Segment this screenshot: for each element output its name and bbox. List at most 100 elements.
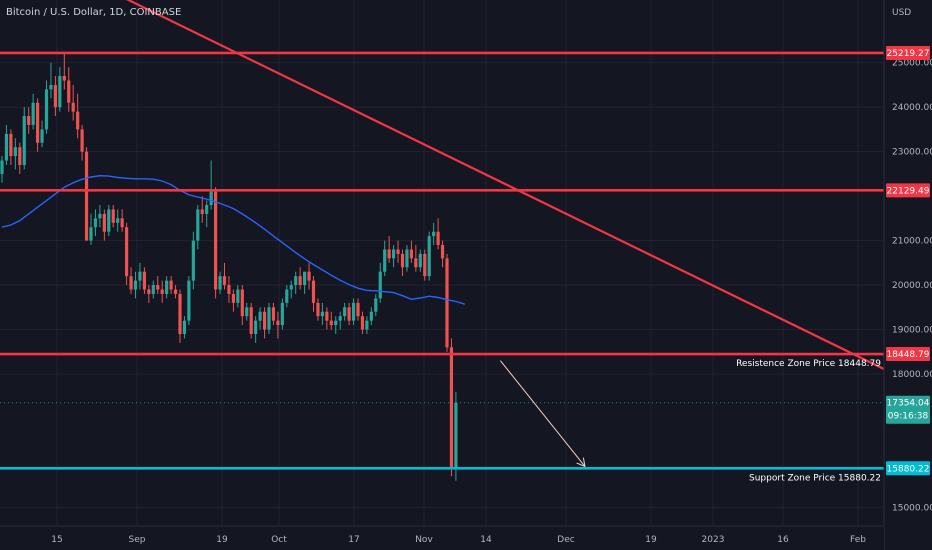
- candle-body: [262, 311, 267, 330]
- candle-body: [414, 258, 418, 268]
- candle-body: [396, 249, 400, 254]
- candle-body: [280, 302, 284, 326]
- price-axis-ticks: 25000.00 24000.00 23000.00 21000.00 20000.00…: [892, 59, 932, 514]
- level-price-badge-text: 22129.49: [887, 186, 930, 196]
- time-tick-label: Sep: [129, 535, 146, 545]
- candle-body: [378, 271, 382, 299]
- time-tick-label: 15: [51, 535, 62, 545]
- chart-title: Bitcoin / U.S. Dollar, 1D, COINBASE: [6, 7, 181, 18]
- price-tick-label: 19000.00: [892, 326, 932, 336]
- candle-body: [27, 116, 31, 125]
- candle-body: [147, 289, 151, 294]
- current-price-text: 17354.04: [887, 399, 930, 409]
- time-tick-label: 17: [348, 535, 359, 545]
- candle-body: [245, 307, 249, 317]
- candle-body: [205, 205, 209, 214]
- candle-body: [227, 285, 231, 294]
- candle-body: [432, 231, 436, 237]
- candle-body: [102, 213, 106, 232]
- candle-body: [356, 302, 360, 317]
- candle-body: [129, 276, 133, 290]
- descending-trendline[interactable]: [2, 0, 932, 525]
- candle-body: [222, 276, 227, 286]
- price-badges: 25219.27 22129.49 18448.79 15880.22 17354.04…: [886, 45, 930, 476]
- candles: [0, 53, 458, 481]
- candle-body: [454, 402, 458, 468]
- candle-body: [165, 280, 169, 294]
- level-price-badge: [886, 461, 930, 476]
- candle-body: [320, 311, 324, 317]
- candle-body: [249, 307, 253, 334]
- price-tick-label: 20000.00: [892, 281, 932, 291]
- candle-body: [22, 116, 26, 165]
- candle-body: [9, 133, 13, 157]
- time-tick-label: Dec: [557, 535, 574, 545]
- currency-label: USD: [892, 8, 911, 18]
- projection-arrow[interactable]: [500, 360, 586, 468]
- candle-body: [392, 249, 396, 259]
- candle-body: [36, 102, 40, 143]
- time-tick-label: Oct: [271, 535, 287, 545]
- price-tick-label: 25000.00: [892, 59, 932, 69]
- candle-body: [374, 298, 378, 312]
- candle-body: [62, 76, 66, 81]
- time-tick-label: 2023: [702, 535, 725, 545]
- time-tick-label: 19: [645, 535, 657, 545]
- price-tick-label: 15000.00: [892, 503, 932, 513]
- candle-body: [258, 311, 262, 321]
- price-tick-label: 23000.00: [892, 148, 932, 158]
- candle-body: [53, 84, 57, 108]
- candle-body: [409, 249, 413, 259]
- candle-body: [369, 311, 373, 321]
- candle-body: [383, 249, 387, 272]
- candle-body: [329, 320, 333, 326]
- candle-body: [156, 285, 160, 290]
- time-tick-label: Feb: [850, 535, 866, 545]
- candle-body: [436, 231, 440, 246]
- candle-body: [138, 271, 142, 281]
- candle-body: [200, 209, 204, 214]
- candle-body: [218, 276, 222, 290]
- candle-body: [418, 253, 422, 268]
- price-axis-background[interactable]: [884, 0, 932, 522]
- zone-label-text: Support Zone Price 15880.22: [749, 473, 881, 483]
- arrow-head: [576, 457, 586, 468]
- candle-body: [133, 280, 138, 290]
- candle-body: [107, 209, 111, 232]
- candle-body: [120, 218, 124, 228]
- candle-body: [116, 218, 120, 223]
- candle-body: [405, 249, 409, 268]
- time-tick-label: 16: [777, 535, 789, 545]
- candle-body: [440, 245, 445, 259]
- time-axis-ticks: 15 Sep 19 Oct 17 Nov 14 Dec 19 2023 16 Feb: [51, 535, 866, 545]
- candle-body: [303, 271, 307, 286]
- candle-body: [40, 129, 44, 143]
- candle-body: [289, 285, 293, 290]
- level-price-badge-text: 18448.79: [887, 350, 930, 360]
- candle-body: [294, 276, 298, 286]
- time-axis-background[interactable]: [0, 526, 884, 550]
- candle-body: [44, 89, 49, 130]
- level-price-badge: [886, 183, 930, 198]
- candle-body: [214, 191, 218, 290]
- candle-body: [191, 240, 195, 281]
- candle-body: [347, 307, 351, 321]
- candle-body: [13, 147, 17, 157]
- candle-body: [338, 316, 342, 321]
- candle-body: [71, 102, 75, 112]
- candle-body: [196, 209, 200, 241]
- candle-body: [67, 80, 71, 103]
- candle-body: [423, 253, 427, 277]
- candle-body: [311, 280, 316, 303]
- candle-body: [343, 307, 347, 317]
- current-price-badge: [886, 395, 930, 424]
- candle-body: [267, 307, 271, 330]
- candle-body: [334, 320, 338, 326]
- level-price-badge: [886, 347, 930, 362]
- candle-body: [240, 289, 244, 317]
- candle-body: [0, 160, 4, 174]
- time-tick-label: 14: [480, 535, 492, 545]
- candle-body: [111, 209, 115, 223]
